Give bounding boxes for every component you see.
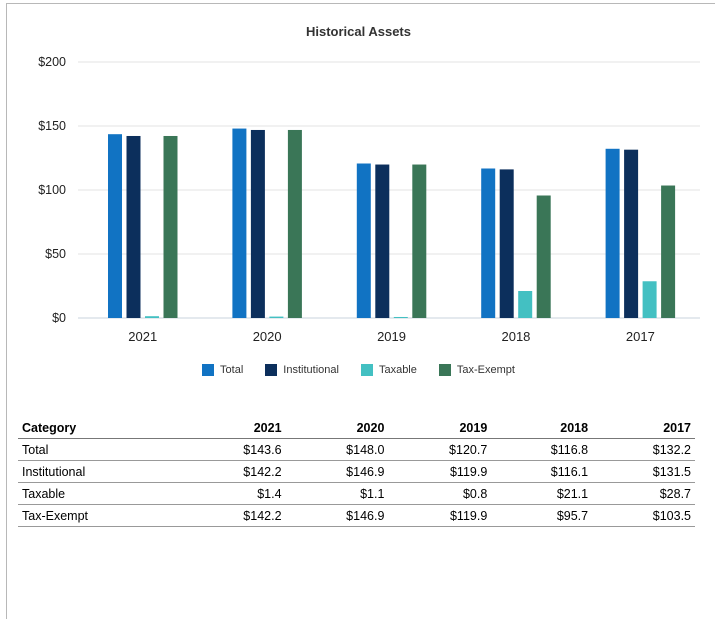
bar-institutional-2018 [499, 169, 514, 318]
table-cell: $1.1 [285, 482, 389, 505]
x-tick-label: 2019 [377, 329, 406, 344]
bar-taxable-2021 [145, 316, 159, 318]
table-cell: $143.6 [182, 438, 286, 461]
table-header-row: Category 2021 2020 2019 2018 2017 [18, 417, 695, 439]
bar-total-2018 [481, 168, 496, 318]
bar-institutional-2020 [250, 129, 265, 318]
table-cell: $116.8 [491, 438, 593, 461]
bar-tax-exempt-2020 [287, 129, 302, 318]
table-row: Taxable $1.4 $1.1 $0.8 $21.1 $28.7 [18, 482, 695, 505]
bar-taxable-2019 [393, 316, 408, 318]
legend-label: Institutional [283, 364, 339, 376]
table-cell: $142.2 [182, 460, 286, 483]
bar-institutional-2019 [375, 164, 390, 318]
bar-chart: $0 $50 $100 $150 $200 2021 2020 2019 2018 2017 [38, 55, 700, 344]
table-cell: $1.4 [182, 482, 286, 505]
table-cell: $116.1 [491, 460, 593, 483]
bar-institutional-2017 [624, 149, 639, 318]
table-row: Institutional $142.2 $146.9 $119.9 $116.… [18, 460, 695, 483]
table-cell: $132.2 [592, 438, 695, 461]
bar-tax-exempt-2017 [661, 185, 676, 318]
y-tick-label: $50 [45, 247, 66, 261]
legend-swatch [202, 364, 215, 376]
x-tick-label: 2020 [253, 329, 282, 344]
legend-swatch [360, 364, 373, 376]
table-cell: $120.7 [388, 438, 492, 461]
y-tick-label: $100 [38, 183, 66, 197]
y-tick-label: $0 [52, 311, 66, 325]
bar-total-2017 [605, 148, 620, 318]
table-cell: $119.9 [388, 504, 492, 527]
bar-total-2020 [232, 128, 247, 318]
table-cell: $103.5 [592, 504, 695, 527]
legend-label: Total [220, 364, 244, 376]
y-tick-label: $150 [38, 119, 66, 133]
header-category: Category [18, 417, 183, 439]
table-cell: $146.9 [285, 460, 389, 483]
table-cell: $142.2 [182, 504, 286, 527]
bar-taxable-2017 [642, 281, 657, 318]
bar-total-2021 [108, 134, 122, 318]
table-cell: $119.9 [388, 460, 492, 483]
chart-legend: Total Institutional Taxable Tax-Exempt [0, 364, 717, 376]
table-cell: Institutional [18, 460, 183, 483]
table-row: Tax-Exempt $142.2 $146.9 $119.9 $95.7 $1… [18, 504, 695, 527]
data-table: Category 2021 2020 2019 2018 2017 Total … [18, 417, 695, 527]
bar-taxable-2020 [269, 316, 284, 318]
legend-item-institutional: Institutional [265, 364, 339, 376]
y-tick-label: $200 [38, 55, 66, 69]
table-cell: $21.1 [491, 482, 593, 505]
legend-item-total: Total [202, 364, 243, 376]
legend-item-taxable: Taxable [360, 364, 417, 376]
legend-label: Taxable [378, 364, 417, 376]
table-cell: $95.7 [491, 504, 593, 527]
x-tick-label: 2018 [501, 329, 530, 344]
header-2020: 2020 [285, 417, 389, 439]
bar-taxable-2018 [518, 290, 533, 318]
table-cell: $131.5 [592, 460, 695, 483]
header-2021: 2021 [182, 417, 286, 439]
table-cell: $28.7 [592, 482, 695, 505]
legend-swatch [265, 364, 278, 376]
bar-institutional-2021 [126, 135, 141, 318]
table-cell: Taxable [18, 482, 183, 505]
bar-tax-exempt-2019 [412, 164, 427, 318]
table-cell: Total [18, 438, 183, 461]
x-tick-label: 2021 [128, 329, 157, 344]
table-cell: $0.8 [388, 482, 492, 505]
header-2017: 2017 [592, 417, 695, 439]
chart-title: Historical Assets [305, 24, 411, 39]
table-cell: $148.0 [285, 438, 389, 461]
bar-tax-exempt-2018 [536, 195, 551, 318]
x-tick-label: 2017 [626, 329, 655, 344]
bar-tax-exempt-2021 [163, 135, 178, 318]
table-row: Total $143.6 $148.0 $120.7 $116.8 $132.2 [18, 438, 695, 461]
legend-item-tax-exempt: Tax-Exempt [438, 364, 515, 376]
legend-label: Tax-Exempt [456, 364, 515, 376]
table-cell: Tax-Exempt [18, 504, 183, 527]
bar-total-2019 [356, 163, 371, 318]
table-cell: $146.9 [285, 504, 389, 527]
header-2018: 2018 [491, 417, 593, 439]
header-2019: 2019 [388, 417, 492, 439]
legend-swatch [438, 364, 451, 376]
